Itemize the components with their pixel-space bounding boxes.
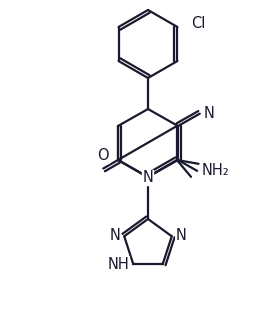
Text: NH₂: NH₂: [201, 163, 229, 178]
Text: N: N: [109, 228, 120, 243]
Text: N: N: [143, 170, 154, 186]
Text: NH: NH: [108, 257, 129, 272]
Text: N: N: [204, 106, 215, 121]
Text: Cl: Cl: [191, 17, 206, 32]
Text: N: N: [176, 228, 187, 243]
Text: O: O: [98, 149, 109, 163]
